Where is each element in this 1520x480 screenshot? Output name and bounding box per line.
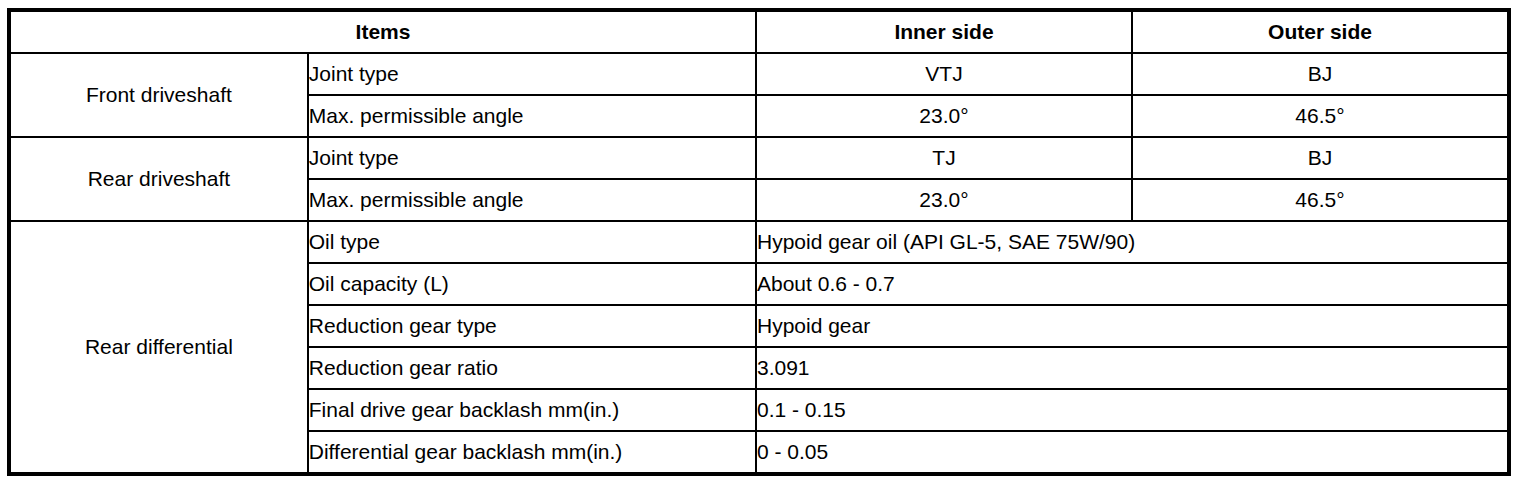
table-header-row: Items Inner side Outer side xyxy=(9,10,1509,53)
driveline-specifications-table: Items Inner side Outer side Front drives… xyxy=(7,8,1511,476)
merged-value-cell: Hypoid gear oil (API GL-5, SAE 75W/90) xyxy=(756,221,1509,263)
item-label-cell: Max. permissible angle xyxy=(308,95,756,137)
inner-value-cell: 23.0° xyxy=(756,95,1132,137)
item-label-cell: Reduction gear type xyxy=(308,305,756,347)
inner-value-cell: 23.0° xyxy=(756,179,1132,221)
outer-value-cell: BJ xyxy=(1132,53,1509,95)
item-label-cell: Joint type xyxy=(308,53,756,95)
item-label-cell: Joint type xyxy=(308,137,756,179)
outer-value-cell: BJ xyxy=(1132,137,1509,179)
item-label-cell: Oil capacity (L) xyxy=(308,263,756,305)
table-row: Front driveshaft Joint type VTJ BJ xyxy=(9,53,1509,95)
page-margin: Items Inner side Outer side Front drives… xyxy=(0,0,1520,480)
merged-value-cell: About 0.6 - 0.7 xyxy=(756,263,1509,305)
item-label-cell: Final drive gear backlash mm(in.) xyxy=(308,389,756,431)
table-row: Rear differential Oil type Hypoid gear o… xyxy=(9,221,1509,263)
group-cell-rear-differential: Rear differential xyxy=(9,221,308,474)
outer-value-cell: 46.5° xyxy=(1132,95,1509,137)
group-cell-front-driveshaft: Front driveshaft xyxy=(9,53,308,137)
group-cell-rear-driveshaft: Rear driveshaft xyxy=(9,137,308,221)
merged-value-cell: Hypoid gear xyxy=(756,305,1509,347)
table-row: Rear driveshaft Joint type TJ BJ xyxy=(9,137,1509,179)
item-label-cell: Max. permissible angle xyxy=(308,179,756,221)
item-label-cell: Reduction gear ratio xyxy=(308,347,756,389)
inner-value-cell: TJ xyxy=(756,137,1132,179)
item-label-cell: Differential gear backlash mm(in.) xyxy=(308,431,756,474)
header-inner-side: Inner side xyxy=(756,10,1132,53)
item-label-cell: Oil type xyxy=(308,221,756,263)
inner-value-cell: VTJ xyxy=(756,53,1132,95)
header-outer-side: Outer side xyxy=(1132,10,1509,53)
outer-value-cell: 46.5° xyxy=(1132,179,1509,221)
merged-value-cell: 3.091 xyxy=(756,347,1509,389)
header-items: Items xyxy=(9,10,756,53)
merged-value-cell: 0 - 0.05 xyxy=(756,431,1509,474)
merged-value-cell: 0.1 - 0.15 xyxy=(756,389,1509,431)
